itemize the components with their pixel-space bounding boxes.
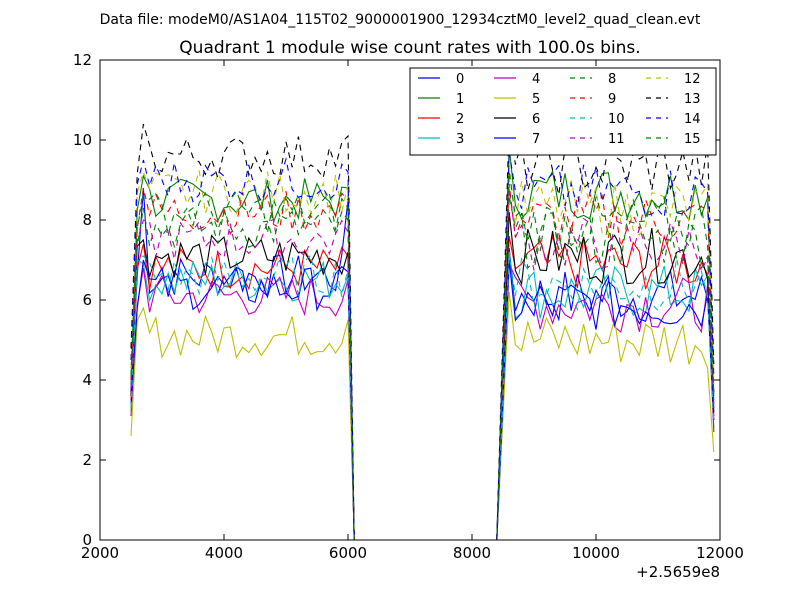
legend-label-5: 5 bbox=[532, 92, 540, 107]
legend-label-14: 14 bbox=[684, 112, 701, 127]
x-tick-label: 8000 bbox=[453, 544, 491, 562]
series-line-3 bbox=[130, 251, 715, 541]
legend-label-7: 7 bbox=[532, 132, 540, 147]
legend-label-9: 9 bbox=[608, 92, 616, 107]
x-tick-label: 12000 bbox=[696, 544, 744, 562]
x-tick-label: 4000 bbox=[205, 544, 243, 562]
series-layer bbox=[130, 119, 715, 541]
figure-suptitle: Data file: modeM0/AS1A04_115T02_90000019… bbox=[100, 12, 701, 28]
chart-title: Quadrant 1 module wise count rates with … bbox=[179, 38, 640, 58]
legend-label-4: 4 bbox=[532, 72, 540, 87]
series-line-12 bbox=[130, 163, 715, 541]
legend-label-11: 11 bbox=[608, 132, 625, 147]
x-offset-label: +2.5659e8 bbox=[636, 563, 720, 581]
y-tick-label: 12 bbox=[73, 51, 92, 69]
series-line-8 bbox=[130, 195, 715, 541]
y-tick-label: 0 bbox=[82, 531, 92, 549]
y-tick-label: 10 bbox=[73, 131, 92, 149]
legend-label-0: 0 bbox=[456, 72, 464, 87]
series-line-9 bbox=[130, 183, 715, 541]
legend-label-15: 15 bbox=[684, 132, 701, 147]
y-tick-label: 2 bbox=[82, 451, 92, 469]
legend-label-8: 8 bbox=[608, 72, 616, 87]
x-tick-label: 10000 bbox=[572, 544, 620, 562]
y-tick-label: 8 bbox=[82, 211, 92, 229]
series-line-5 bbox=[130, 291, 715, 541]
series-line-13 bbox=[130, 119, 715, 541]
x-tick-label: 6000 bbox=[329, 544, 367, 562]
y-tick-label: 6 bbox=[82, 291, 92, 309]
series-line-6 bbox=[130, 211, 715, 541]
x-tick-label: 2000 bbox=[81, 544, 119, 562]
legend-label-13: 13 bbox=[684, 92, 701, 107]
series-line-15 bbox=[130, 171, 715, 541]
series-line-4 bbox=[130, 263, 715, 541]
legend-label-1: 1 bbox=[456, 92, 464, 107]
legend-label-12: 12 bbox=[684, 72, 701, 87]
legend-label-3: 3 bbox=[456, 132, 464, 147]
series-line-7 bbox=[130, 259, 715, 541]
series-line-14 bbox=[130, 151, 715, 541]
legend-label-2: 2 bbox=[456, 112, 464, 127]
legend-label-6: 6 bbox=[532, 112, 540, 127]
legend-label-10: 10 bbox=[608, 112, 625, 127]
legend-box bbox=[409, 67, 717, 156]
y-tick-label: 4 bbox=[82, 371, 92, 389]
